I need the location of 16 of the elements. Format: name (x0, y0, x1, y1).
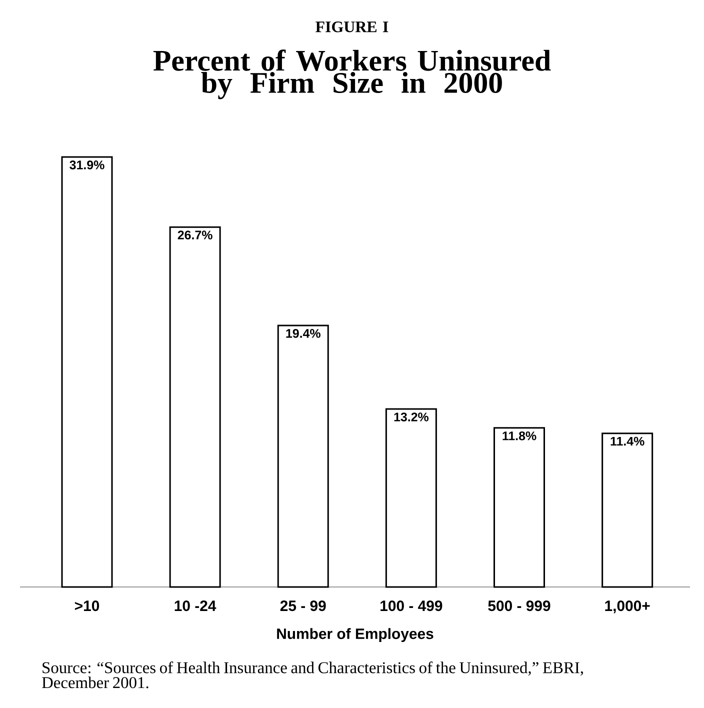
x-tick-label: 100 - 499 (380, 600, 442, 612)
data-label: 31.9% (70, 160, 104, 170)
source-note: Source: “Sources of Health Insurance and Characteristics of the Uninsured,” EBRI, December 2001. (42, 662, 583, 688)
x-tick-label: 25 - 99 (280, 600, 326, 612)
x-tick-label: 10 -24 (174, 600, 216, 612)
chart-title: Percent of Workers Uninsured by Firm Size in 2000 (153, 50, 551, 100)
data-label: 26.7% (178, 230, 212, 240)
data-label: 11.8% (502, 431, 536, 440)
x-axis-title: Number of Employees (277, 628, 434, 642)
chart-subtitle: FIGURE I (316, 22, 388, 32)
x-tick-label: 1,000+ (605, 600, 650, 614)
data-label: 19.4% (286, 329, 320, 338)
x-tick-label: >10 (74, 600, 100, 612)
data-label: 11.4% (610, 436, 644, 446)
x-tick-label: 500 - 999 (488, 600, 550, 612)
data-label: 13.2% (394, 412, 429, 422)
